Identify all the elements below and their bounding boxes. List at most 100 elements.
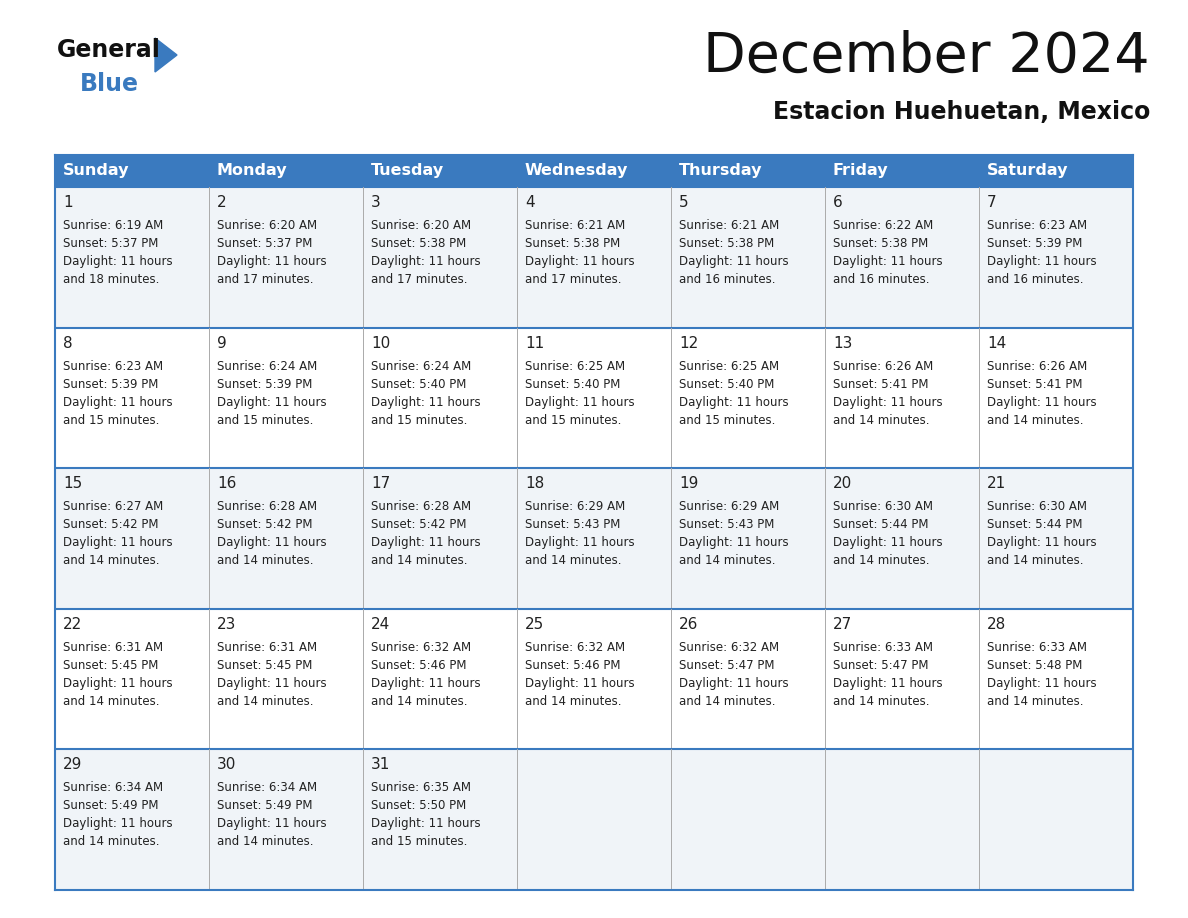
Text: and 16 minutes.: and 16 minutes.	[987, 273, 1083, 286]
Text: Sunset: 5:49 PM: Sunset: 5:49 PM	[217, 800, 312, 812]
Bar	[55, 328, 1133, 468]
Text: 3: 3	[371, 195, 380, 210]
Bar	[55, 609, 1133, 749]
Text: Sunrise: 6:28 AM: Sunrise: 6:28 AM	[217, 500, 317, 513]
Text: Sunrise: 6:29 AM: Sunrise: 6:29 AM	[525, 500, 625, 513]
Text: Sunrise: 6:26 AM: Sunrise: 6:26 AM	[987, 360, 1087, 373]
Text: Sunset: 5:46 PM: Sunset: 5:46 PM	[525, 659, 620, 672]
Text: and 14 minutes.: and 14 minutes.	[217, 554, 314, 567]
Text: Sunrise: 6:23 AM: Sunrise: 6:23 AM	[63, 360, 163, 373]
Text: Sunrise: 6:28 AM: Sunrise: 6:28 AM	[371, 500, 472, 513]
Text: and 15 minutes.: and 15 minutes.	[371, 414, 467, 427]
Text: Thursday: Thursday	[680, 163, 763, 178]
Text: and 14 minutes.: and 14 minutes.	[63, 554, 159, 567]
Text: Sunset: 5:38 PM: Sunset: 5:38 PM	[371, 237, 466, 250]
Text: Sunset: 5:41 PM: Sunset: 5:41 PM	[833, 377, 929, 390]
Text: and 15 minutes.: and 15 minutes.	[217, 414, 314, 427]
Text: Sunset: 5:43 PM: Sunset: 5:43 PM	[525, 518, 620, 532]
Text: Sunrise: 6:26 AM: Sunrise: 6:26 AM	[833, 360, 934, 373]
Text: and 18 minutes.: and 18 minutes.	[63, 273, 159, 286]
Text: Daylight: 11 hours: Daylight: 11 hours	[680, 677, 789, 689]
Text: Daylight: 11 hours: Daylight: 11 hours	[217, 536, 327, 549]
Text: and 14 minutes.: and 14 minutes.	[525, 554, 621, 567]
Text: Daylight: 11 hours: Daylight: 11 hours	[833, 677, 942, 689]
Text: Daylight: 11 hours: Daylight: 11 hours	[833, 536, 942, 549]
Text: and 14 minutes.: and 14 minutes.	[371, 554, 468, 567]
Text: and 15 minutes.: and 15 minutes.	[371, 835, 467, 848]
Text: Sunday: Sunday	[63, 163, 129, 178]
Text: Sunset: 5:45 PM: Sunset: 5:45 PM	[217, 659, 312, 672]
Text: 9: 9	[217, 336, 227, 351]
Text: Sunset: 5:43 PM: Sunset: 5:43 PM	[680, 518, 775, 532]
Text: Estacion Huehuetan, Mexico: Estacion Huehuetan, Mexico	[772, 100, 1150, 124]
Text: Sunset: 5:40 PM: Sunset: 5:40 PM	[525, 377, 620, 390]
Text: and 16 minutes.: and 16 minutes.	[680, 273, 776, 286]
Text: Wednesday: Wednesday	[525, 163, 628, 178]
Text: Daylight: 11 hours: Daylight: 11 hours	[63, 677, 172, 689]
Text: 19: 19	[680, 476, 699, 491]
Text: 12: 12	[680, 336, 699, 351]
Text: 26: 26	[680, 617, 699, 632]
Text: and 15 minutes.: and 15 minutes.	[63, 414, 159, 427]
Text: Daylight: 11 hours: Daylight: 11 hours	[987, 536, 1097, 549]
Text: and 14 minutes.: and 14 minutes.	[63, 835, 159, 848]
Text: Daylight: 11 hours: Daylight: 11 hours	[680, 536, 789, 549]
Text: Blue: Blue	[80, 72, 139, 96]
Text: Sunrise: 6:33 AM: Sunrise: 6:33 AM	[987, 641, 1087, 654]
Text: Sunrise: 6:22 AM: Sunrise: 6:22 AM	[833, 219, 934, 232]
Text: and 14 minutes.: and 14 minutes.	[63, 695, 159, 708]
Text: Sunset: 5:42 PM: Sunset: 5:42 PM	[371, 518, 467, 532]
Bar	[55, 187, 1133, 328]
Text: Sunset: 5:39 PM: Sunset: 5:39 PM	[217, 377, 312, 390]
Text: Daylight: 11 hours: Daylight: 11 hours	[525, 536, 634, 549]
Text: 6: 6	[833, 195, 842, 210]
Text: Sunrise: 6:21 AM: Sunrise: 6:21 AM	[525, 219, 625, 232]
Text: Sunset: 5:37 PM: Sunset: 5:37 PM	[63, 237, 158, 250]
Text: 25: 25	[525, 617, 544, 632]
Text: Sunset: 5:37 PM: Sunset: 5:37 PM	[217, 237, 312, 250]
Text: Friday: Friday	[833, 163, 889, 178]
Text: Daylight: 11 hours: Daylight: 11 hours	[525, 255, 634, 268]
Text: and 14 minutes.: and 14 minutes.	[833, 414, 929, 427]
Text: Sunset: 5:40 PM: Sunset: 5:40 PM	[371, 377, 467, 390]
Text: 15: 15	[63, 476, 82, 491]
Text: Daylight: 11 hours: Daylight: 11 hours	[63, 536, 172, 549]
Text: Sunrise: 6:34 AM: Sunrise: 6:34 AM	[217, 781, 317, 794]
Text: Sunset: 5:39 PM: Sunset: 5:39 PM	[63, 377, 158, 390]
Text: Daylight: 11 hours: Daylight: 11 hours	[371, 396, 481, 409]
Text: Sunrise: 6:23 AM: Sunrise: 6:23 AM	[987, 219, 1087, 232]
Text: Daylight: 11 hours: Daylight: 11 hours	[371, 677, 481, 689]
Text: 18: 18	[525, 476, 544, 491]
Text: Daylight: 11 hours: Daylight: 11 hours	[217, 255, 327, 268]
Text: 10: 10	[371, 336, 390, 351]
Text: General: General	[57, 38, 160, 62]
Text: Daylight: 11 hours: Daylight: 11 hours	[987, 396, 1097, 409]
Text: Sunrise: 6:24 AM: Sunrise: 6:24 AM	[371, 360, 472, 373]
Text: and 14 minutes.: and 14 minutes.	[680, 554, 776, 567]
Text: and 14 minutes.: and 14 minutes.	[217, 695, 314, 708]
Text: and 16 minutes.: and 16 minutes.	[833, 273, 929, 286]
Text: and 14 minutes.: and 14 minutes.	[833, 554, 929, 567]
Text: Sunrise: 6:25 AM: Sunrise: 6:25 AM	[525, 360, 625, 373]
Text: Sunrise: 6:27 AM: Sunrise: 6:27 AM	[63, 500, 163, 513]
Text: Daylight: 11 hours: Daylight: 11 hours	[987, 255, 1097, 268]
Text: Sunrise: 6:30 AM: Sunrise: 6:30 AM	[833, 500, 933, 513]
Text: 28: 28	[987, 617, 1006, 632]
Text: 1: 1	[63, 195, 72, 210]
Text: 17: 17	[371, 476, 390, 491]
Text: Daylight: 11 hours: Daylight: 11 hours	[371, 255, 481, 268]
Text: Sunrise: 6:35 AM: Sunrise: 6:35 AM	[371, 781, 470, 794]
Text: 2: 2	[217, 195, 227, 210]
Text: Sunset: 5:49 PM: Sunset: 5:49 PM	[63, 800, 158, 812]
Polygon shape	[154, 38, 177, 72]
Text: Sunset: 5:45 PM: Sunset: 5:45 PM	[63, 659, 158, 672]
Text: 31: 31	[371, 757, 391, 772]
Text: 30: 30	[217, 757, 236, 772]
Text: 13: 13	[833, 336, 852, 351]
Text: Sunrise: 6:33 AM: Sunrise: 6:33 AM	[833, 641, 933, 654]
Text: 20: 20	[833, 476, 852, 491]
Text: 11: 11	[525, 336, 544, 351]
Text: Daylight: 11 hours: Daylight: 11 hours	[217, 677, 327, 689]
Text: Sunrise: 6:32 AM: Sunrise: 6:32 AM	[680, 641, 779, 654]
Text: 24: 24	[371, 617, 390, 632]
